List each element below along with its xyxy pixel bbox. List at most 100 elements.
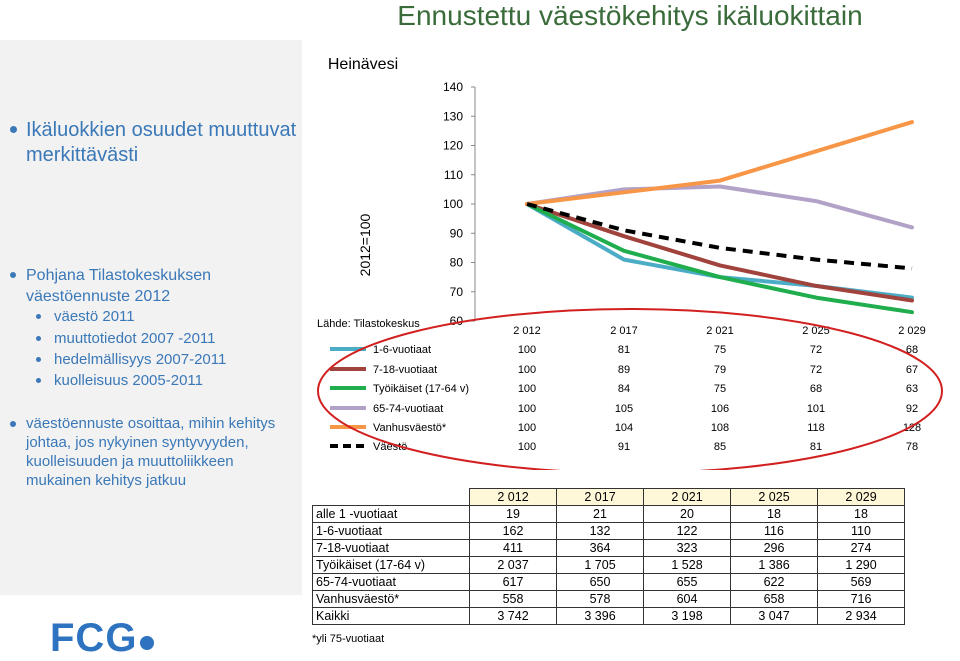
bullet-forecast: väestöennuste osoittaa, mihin kehitys jo… — [10, 414, 298, 490]
x-tick-label: 2 017 — [610, 325, 638, 337]
table-header: 2 025 — [730, 488, 818, 506]
table-cell: 716 — [817, 590, 905, 608]
legend-label: 65-74-vuotiaat — [373, 403, 443, 415]
y-tick-label: 120 — [443, 139, 463, 153]
data-label: 128 — [903, 422, 921, 434]
bullet-dot — [10, 421, 16, 427]
data-label: 79 — [714, 364, 726, 376]
x-tick-label: 2 012 — [513, 325, 541, 337]
table-row: 65-74-vuotiaat 617 650 655 622 569 — [312, 573, 905, 591]
table-cell: 122 — [643, 522, 731, 540]
table-cell: 558 — [469, 590, 557, 608]
table-cell: 1 386 — [730, 556, 818, 574]
table-row-label: Työikäiset (17-64 v) — [312, 556, 470, 574]
y-tick-label: 90 — [450, 226, 464, 240]
data-label: 105 — [615, 403, 633, 415]
table-cell: 622 — [730, 573, 818, 591]
table-row: alle 1 -vuotiaat 19 21 20 18 18 — [312, 505, 905, 523]
table-cell: 655 — [643, 573, 731, 591]
source-label: Lähde: Tilastokeskus — [317, 318, 420, 330]
data-label: 100 — [518, 422, 536, 434]
sub-item: kuolleisuus 2005-2011 — [36, 371, 203, 391]
data-label: 108 — [711, 422, 729, 434]
data-label: 100 — [518, 364, 536, 376]
x-tick-label: 2 025 — [802, 325, 830, 337]
sub-dot — [36, 378, 41, 383]
data-label: 75 — [714, 344, 726, 356]
table-row: Työikäiset (17-64 v) 2 037 1 705 1 528 1 386… — [312, 556, 905, 574]
left-panel — [0, 40, 302, 595]
y-tick-label: 140 — [443, 80, 463, 94]
fcg-logo-dot — [140, 636, 154, 650]
table-cell: 569 — [817, 573, 905, 591]
data-label: 101 — [807, 403, 825, 415]
data-label: 106 — [711, 403, 729, 415]
y-tick-label: 130 — [443, 109, 463, 123]
data-label: 91 — [618, 441, 630, 453]
data-label: 75 — [714, 383, 726, 395]
table-cell: 19 — [469, 505, 557, 523]
data-label: 104 — [615, 422, 633, 434]
table-cell: 658 — [730, 590, 818, 608]
bullet-dot — [10, 126, 17, 133]
table-cell: 132 — [556, 522, 644, 540]
x-tick-label: 2 029 — [898, 325, 926, 337]
sub-item-text: kuolleisuus 2005-2011 — [54, 372, 203, 389]
bullet-heading: Ikäluokkien osuudet muuttuvat merkittävä… — [10, 118, 300, 168]
forecast-text: väestöennuste osoittaa, mihin kehitys jo… — [26, 415, 276, 489]
data-label: 78 — [906, 441, 918, 453]
legend-label: 7-18-vuotiaat — [373, 364, 437, 376]
data-label: 72 — [810, 344, 822, 356]
page-title: Ennustettu väestökehitys ikäluokittain — [397, 0, 863, 31]
table-cell: 18 — [817, 505, 905, 523]
table-cell: 1 290 — [817, 556, 905, 574]
data-label: 100 — [518, 344, 536, 356]
table-corner — [313, 489, 470, 506]
series-line-4 — [525, 120, 914, 206]
source-text: Pohjana Tilastokeskuksen väestöennuste 2… — [26, 267, 211, 305]
bullet-source: Pohjana Tilastokeskuksen väestöennuste 2… — [10, 265, 290, 307]
legend-label: 1-6-vuotiaat — [373, 344, 431, 356]
sub-dot — [36, 314, 41, 319]
table-cell: 3 396 — [556, 607, 644, 625]
y-tick-label: 60 — [450, 314, 464, 328]
table-header: 2 029 — [817, 488, 905, 506]
data-label: 100 — [518, 383, 536, 395]
y-tick-label: 70 — [450, 285, 464, 299]
data-label: 84 — [618, 383, 630, 395]
table-row: Vanhusväestö* 558 578 604 658 716 — [312, 590, 905, 608]
table-row-label: alle 1 -vuotiaat — [312, 505, 470, 523]
table-cell: 20 — [643, 505, 731, 523]
data-label: 92 — [906, 403, 918, 415]
series-line-1 — [525, 202, 914, 303]
sub-item-text: väestö 2011 — [54, 308, 135, 325]
table-cell: 3 047 — [730, 607, 818, 625]
table-cell: 274 — [817, 539, 905, 557]
table-row-label: Vanhusväestö* — [312, 590, 470, 608]
sub-dot — [36, 357, 41, 362]
table-header-row: 2 012 2 017 2 021 2 025 2 029 — [313, 488, 905, 506]
table-cell: 110 — [817, 522, 905, 540]
bullet-dot — [10, 272, 16, 278]
table-cell: 2 934 — [817, 607, 905, 625]
table-cell: 364 — [556, 539, 644, 557]
table-cell: 2 037 — [469, 556, 557, 574]
data-label: 72 — [810, 364, 822, 376]
data-label: 81 — [618, 344, 630, 356]
series-line-2 — [525, 202, 914, 315]
table-cell: 578 — [556, 590, 644, 608]
table-cell: 1 528 — [643, 556, 731, 574]
data-label: 68 — [906, 344, 918, 356]
table-row: Kaikki 3 742 3 396 3 198 3 047 2 934 — [312, 607, 905, 625]
line-chart: Heinävesi 2012=100 Lähde: Tilastokeskus 140… — [317, 56, 943, 470]
data-label: 85 — [714, 441, 726, 453]
table-row-label: 65-74-vuotiaat — [312, 573, 470, 591]
y-tick-label: 80 — [450, 256, 464, 270]
legend-label: Vanhusväestö* — [373, 422, 447, 434]
x-tick-label: 2 021 — [706, 325, 734, 337]
data-label: 67 — [906, 364, 918, 376]
data-label: 100 — [518, 403, 536, 415]
legend-label: Väestö — [373, 441, 407, 453]
y-tick-label: 110 — [444, 168, 463, 182]
table-cell: 162 — [469, 522, 557, 540]
